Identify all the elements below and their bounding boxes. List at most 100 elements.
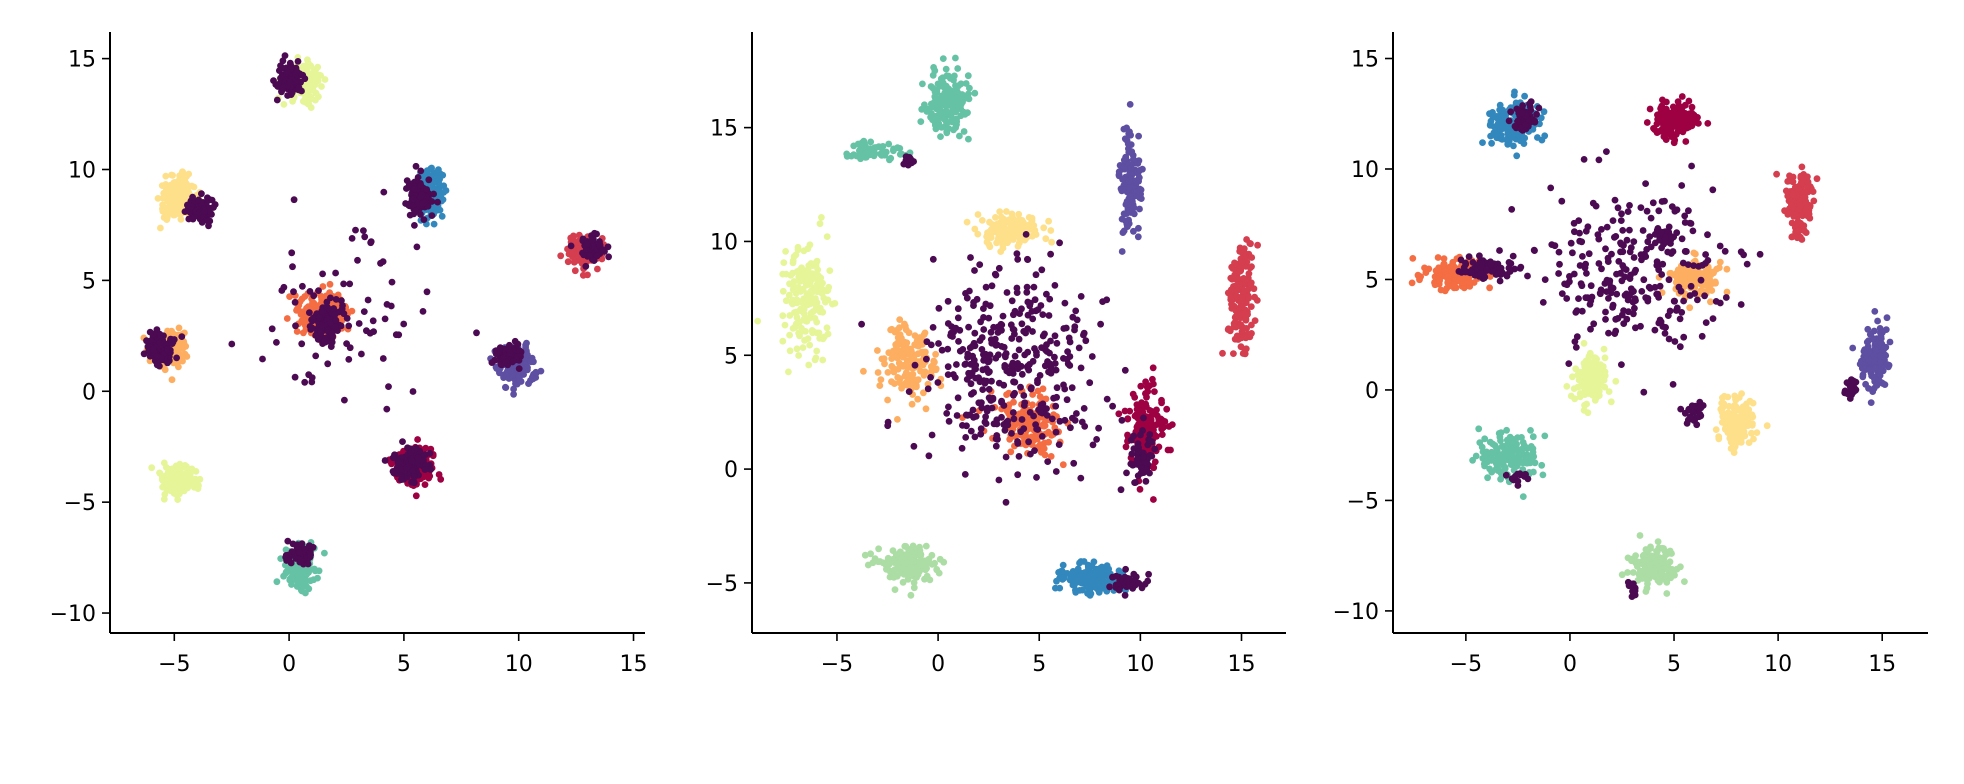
scatter-point xyxy=(1504,130,1512,138)
scatter-point xyxy=(920,331,928,338)
scatter-point xyxy=(192,475,200,483)
scatter-point xyxy=(1033,474,1040,481)
scatter-point xyxy=(1045,217,1052,225)
scatter-point xyxy=(324,360,332,368)
scatter-point xyxy=(923,355,930,363)
scatter-point xyxy=(965,135,972,143)
scatter-point xyxy=(323,303,331,311)
scatter-point xyxy=(888,378,895,386)
scatter-point xyxy=(1117,486,1125,494)
scatter-point xyxy=(945,72,952,80)
scatter-point xyxy=(967,254,974,261)
scatter-point xyxy=(1490,129,1498,137)
scatter-point xyxy=(953,412,961,419)
scatter-point xyxy=(1062,324,1070,332)
scatter-point xyxy=(383,301,391,308)
scatter-point xyxy=(176,460,184,468)
scatter-point xyxy=(339,302,346,309)
scatter-point xyxy=(1011,352,1019,360)
scatter-point xyxy=(288,249,296,257)
scatter-point xyxy=(154,195,162,202)
scatter-point xyxy=(1496,125,1503,133)
scatter-point xyxy=(1219,349,1226,357)
scatter-point xyxy=(963,294,971,302)
scatter-point xyxy=(754,317,762,325)
scatter-point xyxy=(954,305,962,313)
scatter-point xyxy=(785,368,792,376)
scatter-point xyxy=(1034,387,1042,395)
scatter-point xyxy=(861,151,869,158)
scatter-point xyxy=(310,565,318,573)
scatter-point xyxy=(1140,414,1147,422)
scatter-point xyxy=(294,58,302,65)
scatter-point xyxy=(346,280,354,288)
scatter-point xyxy=(1247,303,1255,310)
scatter-point xyxy=(297,556,305,564)
scatter-point xyxy=(1002,498,1010,506)
scatter-point xyxy=(1008,297,1016,305)
scatter-point xyxy=(891,586,899,593)
scatter-point xyxy=(295,84,303,92)
scatter-point xyxy=(818,214,825,221)
scatter-point xyxy=(1128,171,1136,179)
scatter-point xyxy=(971,89,979,97)
overlay-cluster-3 xyxy=(402,162,437,229)
scatter-point xyxy=(317,329,325,337)
scatter-point xyxy=(1120,185,1127,193)
scatter-point xyxy=(1047,227,1055,234)
scatter-point xyxy=(1051,282,1059,289)
scatter-point xyxy=(1017,383,1024,391)
overlay-cluster-4 xyxy=(567,229,612,270)
x-tick-label: 10 xyxy=(505,652,533,677)
scatter-point xyxy=(1241,350,1249,358)
scatter-point xyxy=(299,282,306,290)
scatter-point xyxy=(779,287,787,295)
scatter-point xyxy=(162,181,170,188)
scatter-point xyxy=(1056,239,1063,247)
scatter-point xyxy=(1059,561,1067,569)
scatter-point xyxy=(309,314,317,322)
scatter-point xyxy=(1135,132,1142,140)
scatter-point xyxy=(949,115,956,123)
scatter-point xyxy=(1143,466,1150,473)
scatter-point xyxy=(909,557,917,565)
scatter-point xyxy=(279,84,287,91)
scatter-point xyxy=(1043,290,1050,298)
scatter-point xyxy=(997,320,1005,328)
y-tick-label: 5 xyxy=(724,344,738,369)
scatter-point xyxy=(286,78,294,86)
scatter-point xyxy=(927,83,935,90)
scatter-point xyxy=(1106,583,1113,591)
scatter-point xyxy=(318,295,325,303)
scatter-point xyxy=(1230,323,1238,331)
scatter-point xyxy=(1030,283,1038,291)
scatter-point xyxy=(878,152,886,159)
scatter-point xyxy=(1063,396,1071,404)
scatter-point xyxy=(1122,565,1129,573)
scatter-point xyxy=(1052,468,1060,475)
scatter-point xyxy=(1072,307,1080,315)
scatter-point xyxy=(571,267,579,275)
scatter-point xyxy=(867,138,875,146)
scatter-point xyxy=(907,155,914,163)
scatter-point xyxy=(409,467,416,474)
scatter-point xyxy=(288,581,295,588)
scatter-point xyxy=(327,319,335,327)
scatter-point xyxy=(951,72,958,80)
scatter-point xyxy=(1135,579,1143,587)
scatter-point xyxy=(1233,281,1241,289)
scatter-point xyxy=(184,201,191,209)
scatter-point xyxy=(1119,175,1126,183)
scatter-point xyxy=(977,318,984,326)
scatter-point xyxy=(259,355,266,363)
scatter-point xyxy=(936,555,944,563)
scatter-point xyxy=(1143,383,1151,391)
scatter-point xyxy=(1027,385,1035,393)
scatter-point xyxy=(315,313,323,321)
scatter-point xyxy=(954,65,962,72)
scatter-point xyxy=(954,314,962,322)
scatter-point xyxy=(985,314,993,322)
scatter-point xyxy=(206,204,214,212)
scatter-point xyxy=(935,340,942,347)
